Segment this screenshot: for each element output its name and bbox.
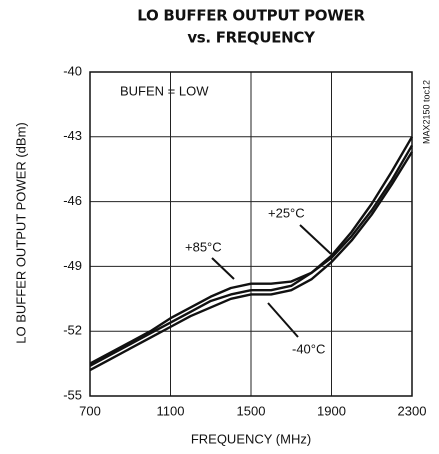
y-tick-label: -52 bbox=[63, 323, 82, 338]
y-axis-label: LO BUFFER OUTPUT POWER (dBm) bbox=[13, 122, 28, 344]
x-tick-label: 2300 bbox=[398, 403, 427, 418]
plot-frame bbox=[89, 71, 413, 397]
series-label: +85°C bbox=[185, 239, 222, 254]
arrow bbox=[299, 224, 332, 255]
x-tick-label: 700 bbox=[79, 403, 101, 418]
y-tick-label: -55 bbox=[63, 387, 82, 402]
y-tick-label: -40 bbox=[63, 63, 82, 78]
y-tick-label: -49 bbox=[63, 258, 82, 273]
x-axis-label: FREQUENCY (MHz) bbox=[191, 431, 311, 446]
series-label: -40°C bbox=[292, 341, 325, 356]
x-tick-label: 1100 bbox=[157, 403, 185, 418]
annotation: MAX2150 toc12 bbox=[421, 80, 431, 144]
series-line bbox=[89, 136, 414, 367]
arrow bbox=[211, 257, 235, 280]
annotation: BUFEN = LOW bbox=[120, 83, 209, 98]
chart-title: vs. FREQUENCY bbox=[187, 29, 316, 47]
y-tick-label: -43 bbox=[63, 128, 82, 143]
chart-title: LO BUFFER OUTPUT POWER bbox=[137, 7, 365, 25]
x-tick-label: 1500 bbox=[237, 403, 266, 418]
series-label: +25°C bbox=[268, 205, 305, 220]
arrow bbox=[267, 302, 299, 338]
series-line bbox=[89, 144, 414, 365]
series-line bbox=[89, 151, 414, 372]
x-tick-label: 1900 bbox=[317, 403, 346, 418]
y-tick-label: -46 bbox=[63, 193, 82, 208]
